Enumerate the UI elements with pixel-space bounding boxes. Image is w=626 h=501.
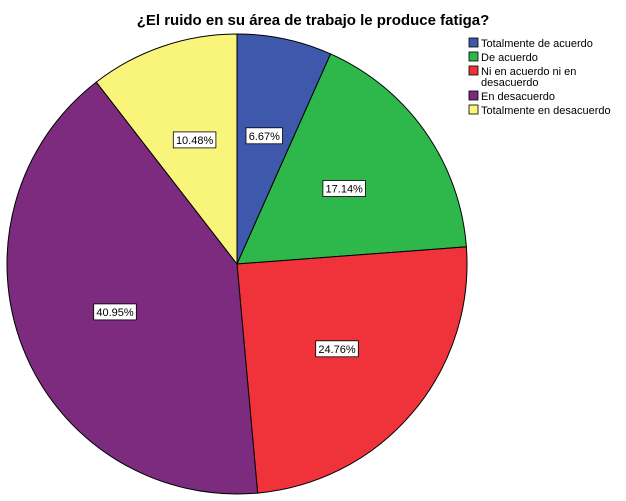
legend-swatch xyxy=(468,104,479,115)
legend-item: Totalmente de acuerdo xyxy=(468,37,593,50)
legend-label: Totalmente de acuerdo xyxy=(481,38,593,50)
pie-data-label-box xyxy=(322,180,366,197)
legend-label: En desacuerdo xyxy=(481,91,555,103)
pie-data-label-text: 10.48% xyxy=(176,135,214,147)
pie-data-label-text: 6.67% xyxy=(249,131,280,143)
legend-label: De acuerdo xyxy=(481,52,538,64)
legend-swatch xyxy=(468,51,479,62)
legend-label: desacuerdo xyxy=(481,77,539,89)
pie-data-label-text: 24.76% xyxy=(318,344,356,356)
pie-slice xyxy=(236,53,467,265)
legend-swatch xyxy=(468,65,479,76)
pie-data-label: 6.67% xyxy=(245,127,283,145)
legend-item: Totalmente en desacuerdo xyxy=(468,104,611,117)
legend-swatch xyxy=(468,37,479,48)
legend-item: De acuerdo xyxy=(468,51,538,64)
legend-label: Totalmente en desacuerdo xyxy=(481,105,611,117)
pie-data-label-box xyxy=(315,340,359,358)
pie-data-label-text: 40.95% xyxy=(96,307,134,319)
legend-label: Ni en acuerdo ni en xyxy=(481,66,576,78)
pie-data-label: 10.48% xyxy=(172,131,217,149)
legend-item: En desacuerdo xyxy=(468,90,555,103)
pie-slices xyxy=(6,33,468,495)
pie-data-label: 17.14% xyxy=(322,180,366,197)
pie-slice xyxy=(95,33,238,266)
pie-data-label: 40.95% xyxy=(93,303,137,321)
pie-data-label: 24.76% xyxy=(315,340,359,358)
pie-data-label-box xyxy=(245,127,283,145)
pie-data-label-box xyxy=(93,303,137,321)
legend-swatch xyxy=(468,90,479,101)
pie-data-label-box xyxy=(172,131,217,149)
chart-title: ¿El ruido en su área de trabajo le produ… xyxy=(137,12,490,29)
pie-data-label-text: 17.14% xyxy=(326,184,364,196)
pie-slice xyxy=(6,81,259,495)
pie-data-labels: 6.67% 17.14% 24.76% 40.95% 10.48% xyxy=(93,127,366,358)
pie-slice xyxy=(236,246,468,494)
